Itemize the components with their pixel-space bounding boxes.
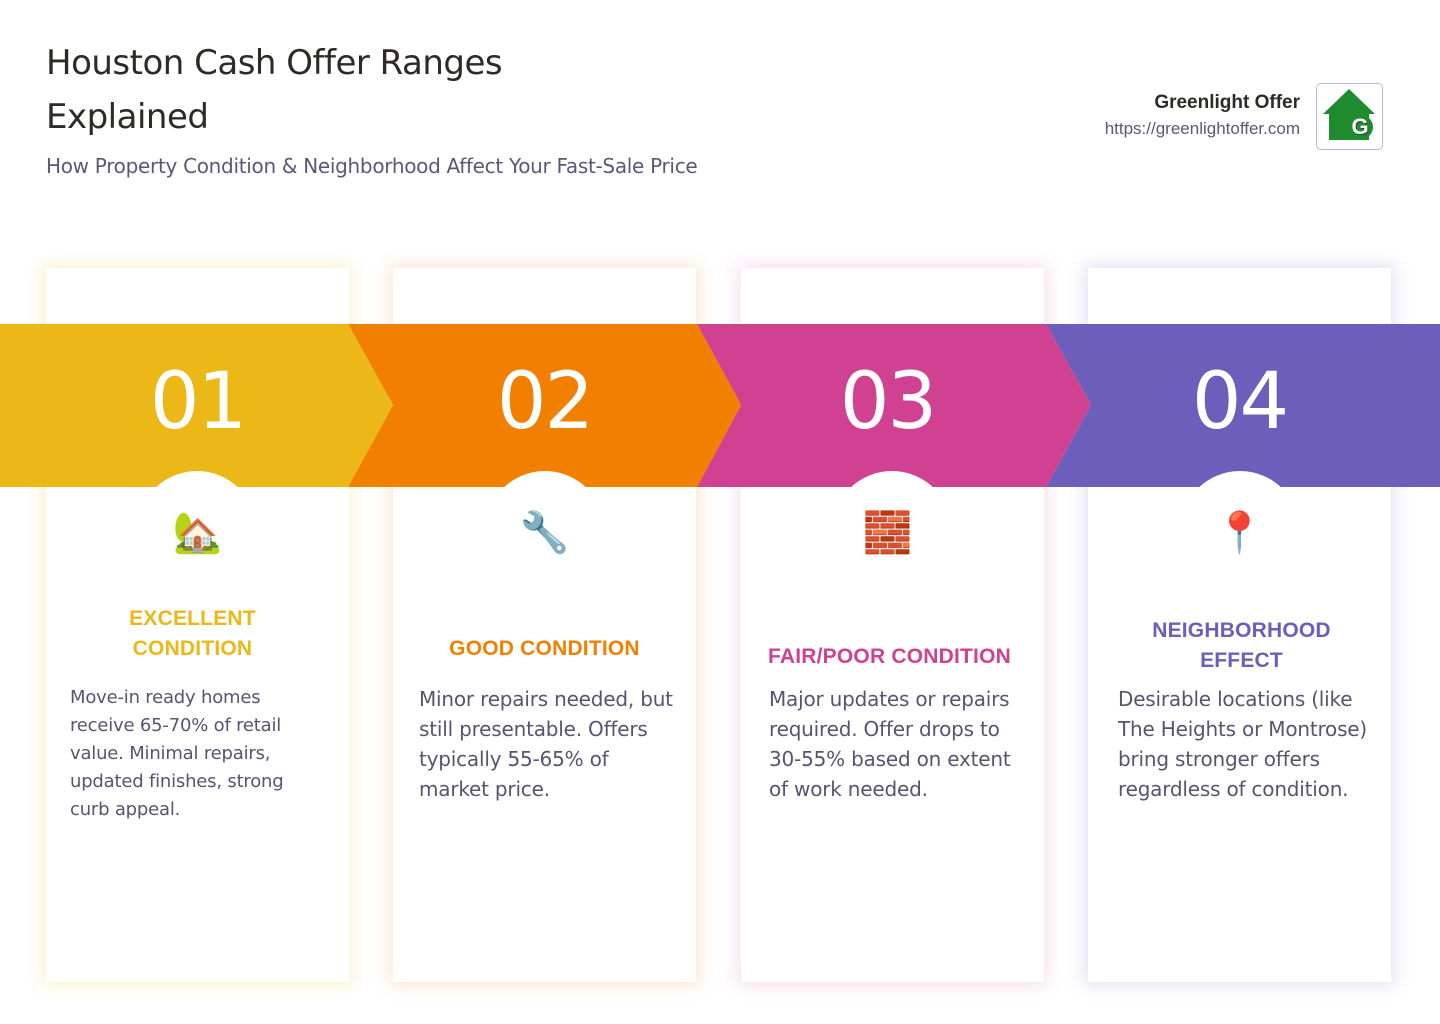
card-body-bg-3 [741,487,1044,607]
svg-text:G: G [1351,114,1368,139]
ribbon-segment-3 [697,324,1091,487]
svg-text:G: G [1352,115,1369,140]
step-description-3: Major updates or repairs required. Offer… [769,687,1011,801]
pushpin-icon: 📍 [1214,510,1265,556]
brand-url[interactable]: https://greenlightoffer.com [1104,119,1300,138]
step-description-2: Minor repairs needed, but still presenta… [419,687,673,801]
step-ribbon [0,324,1440,487]
step-heading-2: GOOD CONDITION [449,637,640,660]
step-number-1: 01 [149,357,247,447]
card-body-bg-4 [1088,487,1391,607]
step-heading-1: EXCELLENT CONDITION [129,607,256,660]
ribbon-segment-1 [0,324,393,487]
green-house-g-logo-icon: G G [1323,89,1375,140]
card-body-bg-2 [393,487,696,607]
brand-logo: G G [1316,83,1383,150]
ribbon-segment-4 [1046,324,1440,487]
step-number-3: 03 [839,357,937,447]
brand-name: Greenlight Offer [1154,92,1300,113]
step-number-2: 02 [496,357,594,447]
step-description-4: Desirable locations (like The Heights or… [1118,687,1368,801]
page-title: Houston Cash Offer Ranges Explained [46,43,503,137]
step-heading-4: NEIGHBORHOOD EFFECT [1152,619,1331,672]
ribbon-segment-2 [348,324,741,487]
brick-icon: 🧱 [862,510,913,556]
step-description-1: Move-in ready homes receive 65-70% of re… [70,687,284,820]
step-heading-3: FAIR/POOR CONDITION [768,645,1011,668]
step-number-4: 04 [1191,357,1289,447]
house-with-garden-icon: 🏡 [172,510,223,556]
wrench-icon: 🔧 [519,510,570,556]
page-subtitle: How Property Condition & Neighborhood Af… [46,154,698,178]
brand-block: Greenlight Offer https://greenlightoffer… [1105,90,1300,142]
card-body-bg-1 [46,487,349,607]
